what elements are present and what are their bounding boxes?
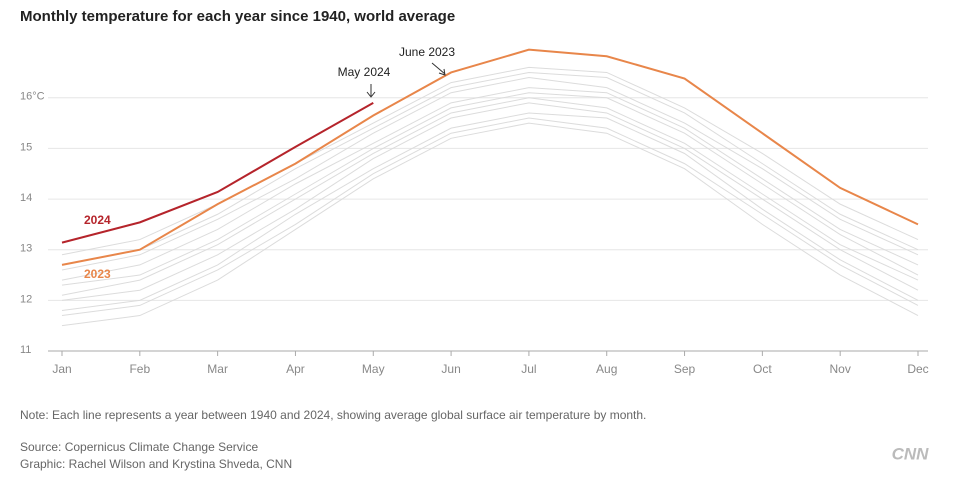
x-tick-label: May (362, 362, 385, 376)
year-line (61, 112, 919, 311)
y-tick-label: 13 (20, 243, 32, 255)
y-tick-label: 11 (20, 344, 31, 356)
year-line (61, 122, 919, 327)
year-line (61, 66, 919, 256)
year-line (61, 77, 919, 271)
arrow (366, 84, 376, 98)
x-tick-label: Jan (52, 362, 71, 376)
x-tick-label: Sep (674, 362, 696, 376)
x-tick-label: Aug (596, 362, 617, 376)
x-tick-label: Dec (907, 362, 928, 376)
y-tick-label: 14 (20, 192, 32, 204)
credit: Graphic: Rachel Wilson and Krystina Shve… (20, 457, 292, 471)
year-line (61, 71, 919, 266)
x-tick-label: Jun (441, 362, 460, 376)
logo: CNN (892, 444, 930, 463)
year-line (61, 87, 919, 281)
year-line (61, 117, 919, 317)
x-tick-label: Mar (207, 362, 228, 376)
year-line (61, 92, 919, 286)
annotations: May 2024 June 2023 (338, 45, 455, 98)
year-line (61, 97, 919, 296)
y-tick-label: 12 (20, 293, 32, 305)
arrow (431, 62, 446, 76)
x-tick-label: Apr (286, 362, 305, 376)
y-tick-label: 16°C (20, 91, 45, 103)
note: Note: Each line represents a year betwee… (20, 408, 646, 422)
x-tick-label: Jul (521, 362, 536, 376)
x-tick-label: Feb (129, 362, 150, 376)
series-label: 2024 (84, 213, 111, 227)
series-label: 2023 (84, 267, 111, 281)
y-tick-label: 15 (20, 141, 32, 153)
annotation: June 2023 (399, 45, 455, 59)
x-tick-label: Oct (753, 362, 772, 376)
source: Source: Copernicus Climate Change Servic… (20, 440, 258, 454)
series-line (61, 101, 374, 244)
chart-title: Monthly temperature for each year since … (20, 8, 455, 25)
year-line (61, 102, 919, 301)
x-tick-label: Nov (830, 362, 851, 376)
annotation: May 2024 (338, 65, 391, 79)
series-line (61, 48, 919, 266)
